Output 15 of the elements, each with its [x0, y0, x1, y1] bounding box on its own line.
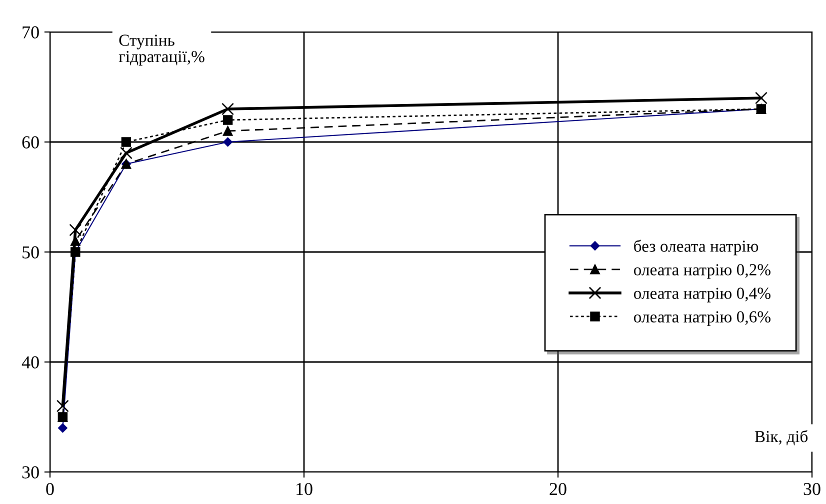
x-tick-label: 0 — [46, 482, 54, 496]
x-tick-label: 30 — [804, 482, 820, 496]
y-tick-label: 50 — [22, 246, 39, 258]
x-tick-label: 20 — [550, 482, 566, 496]
legend-label: олеата натрію 0,2% — [634, 264, 770, 279]
y-tick-label: 30 — [22, 466, 39, 478]
legend-label: без олеата натрію — [634, 240, 758, 256]
legend-label: олеата натрію 0,4% — [634, 288, 770, 302]
y-tick-label: 60 — [22, 136, 39, 148]
y-axis-title: Ступінь гідратації,% — [118, 34, 204, 66]
x-axis-title: Вік, діб — [754, 430, 808, 446]
y-tick-label: 40 — [22, 356, 39, 368]
x-tick-label: 10 — [296, 482, 312, 496]
legend-label: олеата натрію 0,6% — [634, 311, 770, 326]
y-tick-label: 70 — [22, 26, 39, 38]
